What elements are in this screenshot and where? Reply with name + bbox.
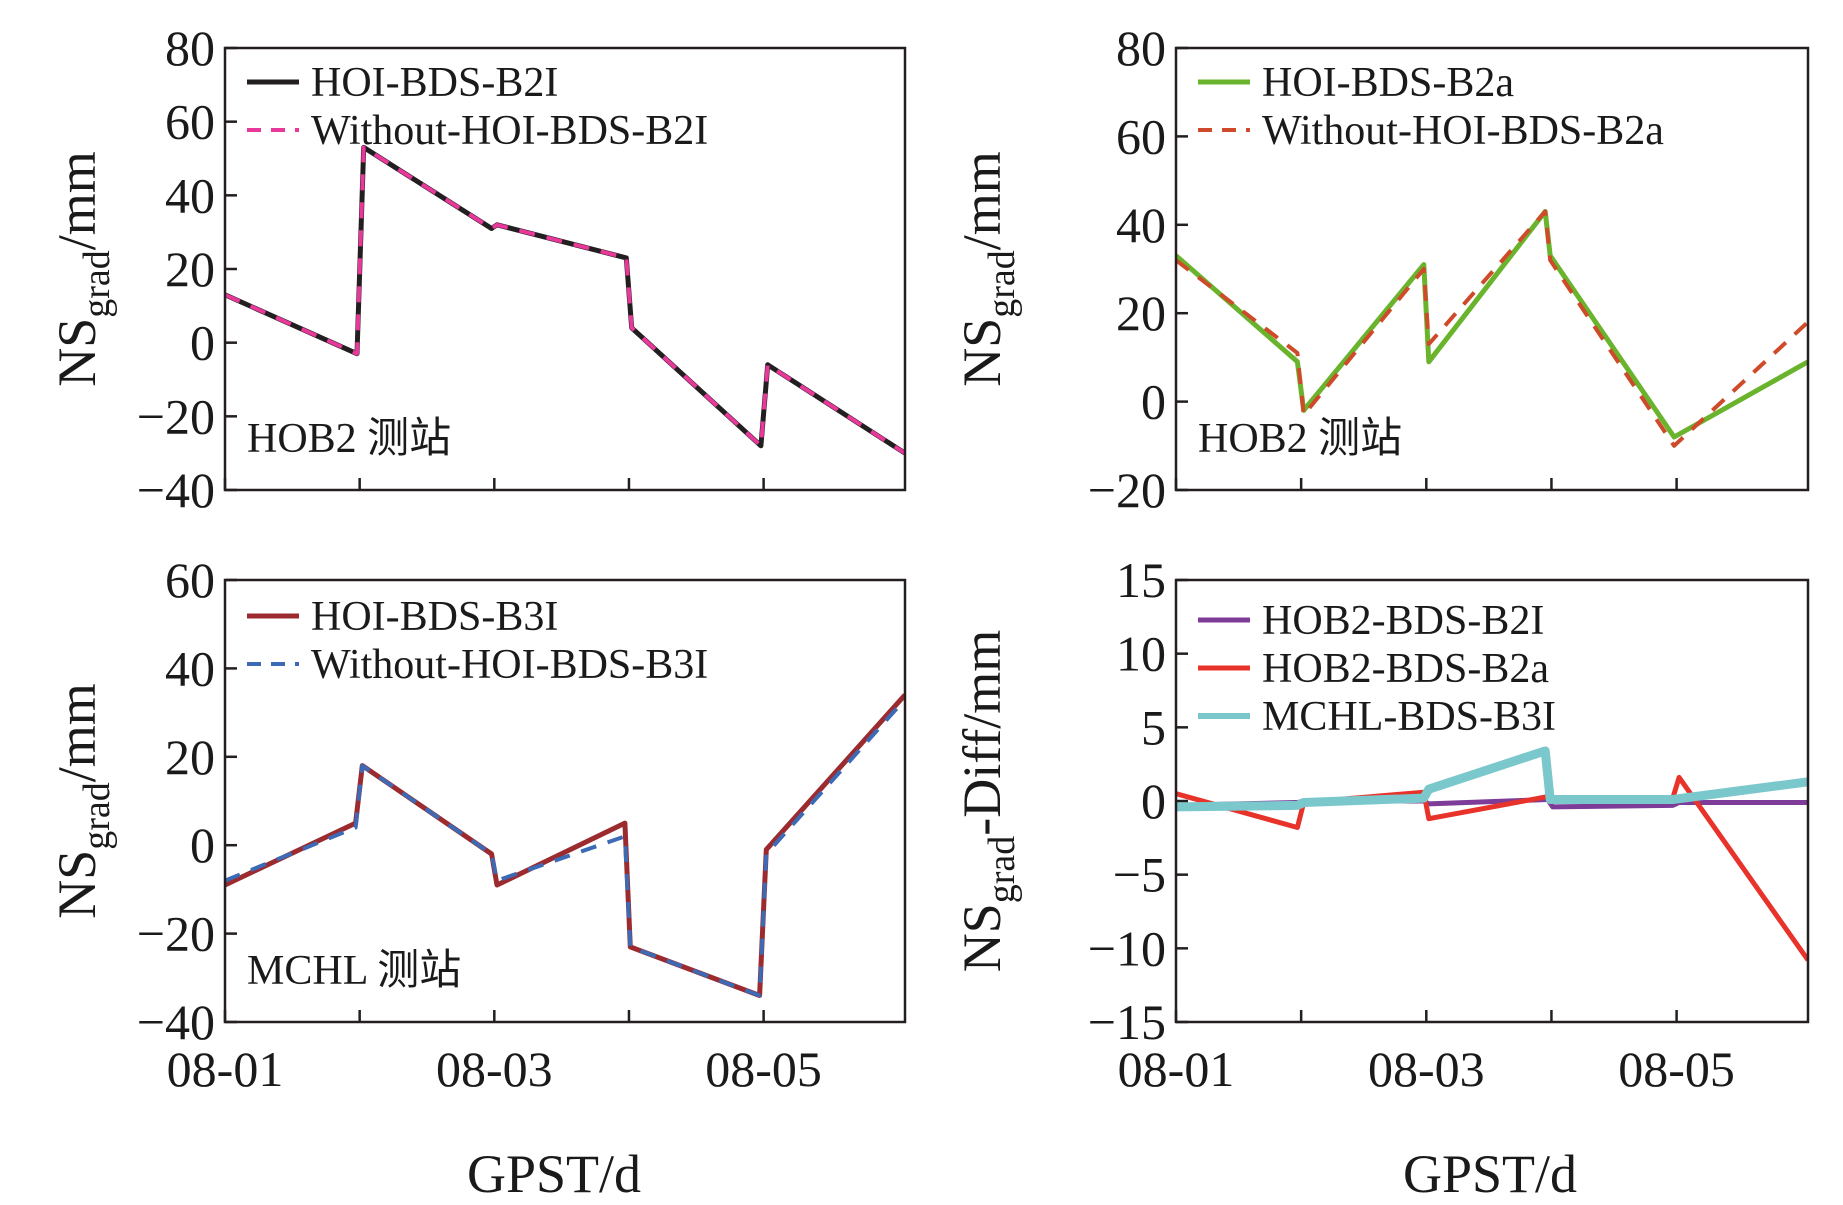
y-tick-label: −20 [137, 906, 215, 962]
series-group [225, 693, 905, 998]
y-tick-label: 10 [1116, 626, 1166, 682]
legend-label: HOB2-BDS-B2a [1262, 646, 1549, 692]
y-axis-label: NSgrad-Diff/mm [952, 630, 1023, 973]
legend-label: Without-HOI-BDS-B2I [311, 108, 708, 154]
station-annotation: HOB2 测站 [1198, 416, 1402, 462]
y-tick-label: −10 [1088, 920, 1166, 976]
station-annotation: MCHL 测站 [247, 948, 461, 994]
series-line-tl-1 [225, 145, 905, 455]
y-axis-label: NSgrad/mm [47, 151, 118, 387]
y-tick-label: −40 [137, 462, 215, 518]
chart-panel-br: −15 −10 −5 0 5 10 15 08-01 08-03 08-05 NSgrad-Diff… [952, 552, 1810, 1097]
y-tick-label: 0 [1141, 773, 1166, 829]
plot-frame [223, 578, 907, 1024]
legend-label: Without-HOI-BDS-B3I [311, 642, 708, 688]
y-tick-label: 60 [165, 552, 215, 608]
legend-label: HOI-BDS-B3I [311, 594, 558, 640]
legend-label: Without-HOI-BDS-B2a [1262, 108, 1664, 154]
y-tick-label: −40 [137, 994, 215, 1050]
y-axis-label: NSgrad/mm [47, 683, 118, 919]
y-tick-label: 20 [165, 241, 215, 297]
y-tick-label: 60 [1116, 108, 1166, 164]
x-tick-label: 08-01 [1118, 1041, 1235, 1097]
y-tick-label: 0 [1141, 374, 1166, 430]
y-tick-label: −20 [1088, 462, 1166, 518]
series-group [1176, 746, 1808, 962]
x-tick-label: 08-03 [1368, 1041, 1485, 1097]
y-tick-label: −20 [137, 388, 215, 444]
plot-frame [1174, 46, 1810, 492]
series-group [225, 144, 905, 456]
chart-panel-bl: −40 −20 0 20 40 60 08-01 08-03 08-05 NSgrad/mm HOI… [47, 552, 907, 1097]
y-tick-label: 0 [190, 817, 215, 873]
y-axis-label: NSgrad/mm [952, 151, 1023, 387]
y-tick-label: −5 [1113, 847, 1166, 903]
y-tick-label: 0 [190, 315, 215, 371]
x-tick-label: 08-01 [167, 1041, 284, 1097]
y-tick-label: 40 [1116, 197, 1166, 253]
series-line-tr-1 [1176, 209, 1808, 448]
y-tick-label: 20 [1116, 285, 1166, 341]
chart-panel-tl: −40 −20 0 20 40 60 80 NSgrad/mm HOI-BDS-B2IWitho… [47, 20, 907, 518]
x-axis-label-right: GPST/d [1403, 1144, 1577, 1204]
y-tick-label: 60 [165, 94, 215, 150]
y-tick-label: −15 [1088, 994, 1166, 1050]
legend-label: HOI-BDS-B2I [311, 60, 558, 106]
series-group [1176, 209, 1808, 448]
series-line-br-1 [1176, 774, 1808, 962]
y-tick-label: 80 [1116, 20, 1166, 76]
series-line-br-2 [1176, 746, 1808, 812]
station-annotation: HOB2 测站 [247, 416, 451, 462]
x-tick-label: 08-05 [705, 1041, 822, 1097]
x-tick-label: 08-03 [436, 1041, 553, 1097]
series-line-bl-1 [225, 697, 905, 998]
y-tick-label: 20 [165, 729, 215, 785]
chart-panel-tr: −20 0 20 40 60 80 NSgrad/mm HOI-BDS-B2aWithout-… [952, 20, 1810, 518]
y-tick-label: 40 [165, 640, 215, 696]
y-tick-label: 5 [1141, 699, 1166, 755]
legend-label: MCHL-BDS-B3I [1262, 694, 1556, 740]
x-axis-label-left: GPST/d [467, 1144, 641, 1204]
legend-label: HOI-BDS-B2a [1262, 60, 1514, 106]
legend-label: HOB2-BDS-B2I [1262, 598, 1544, 644]
y-tick-label: 40 [165, 167, 215, 223]
y-tick-label: 80 [165, 20, 215, 76]
y-tick-label: 15 [1116, 552, 1166, 608]
x-tick-label: 08-05 [1618, 1041, 1735, 1097]
